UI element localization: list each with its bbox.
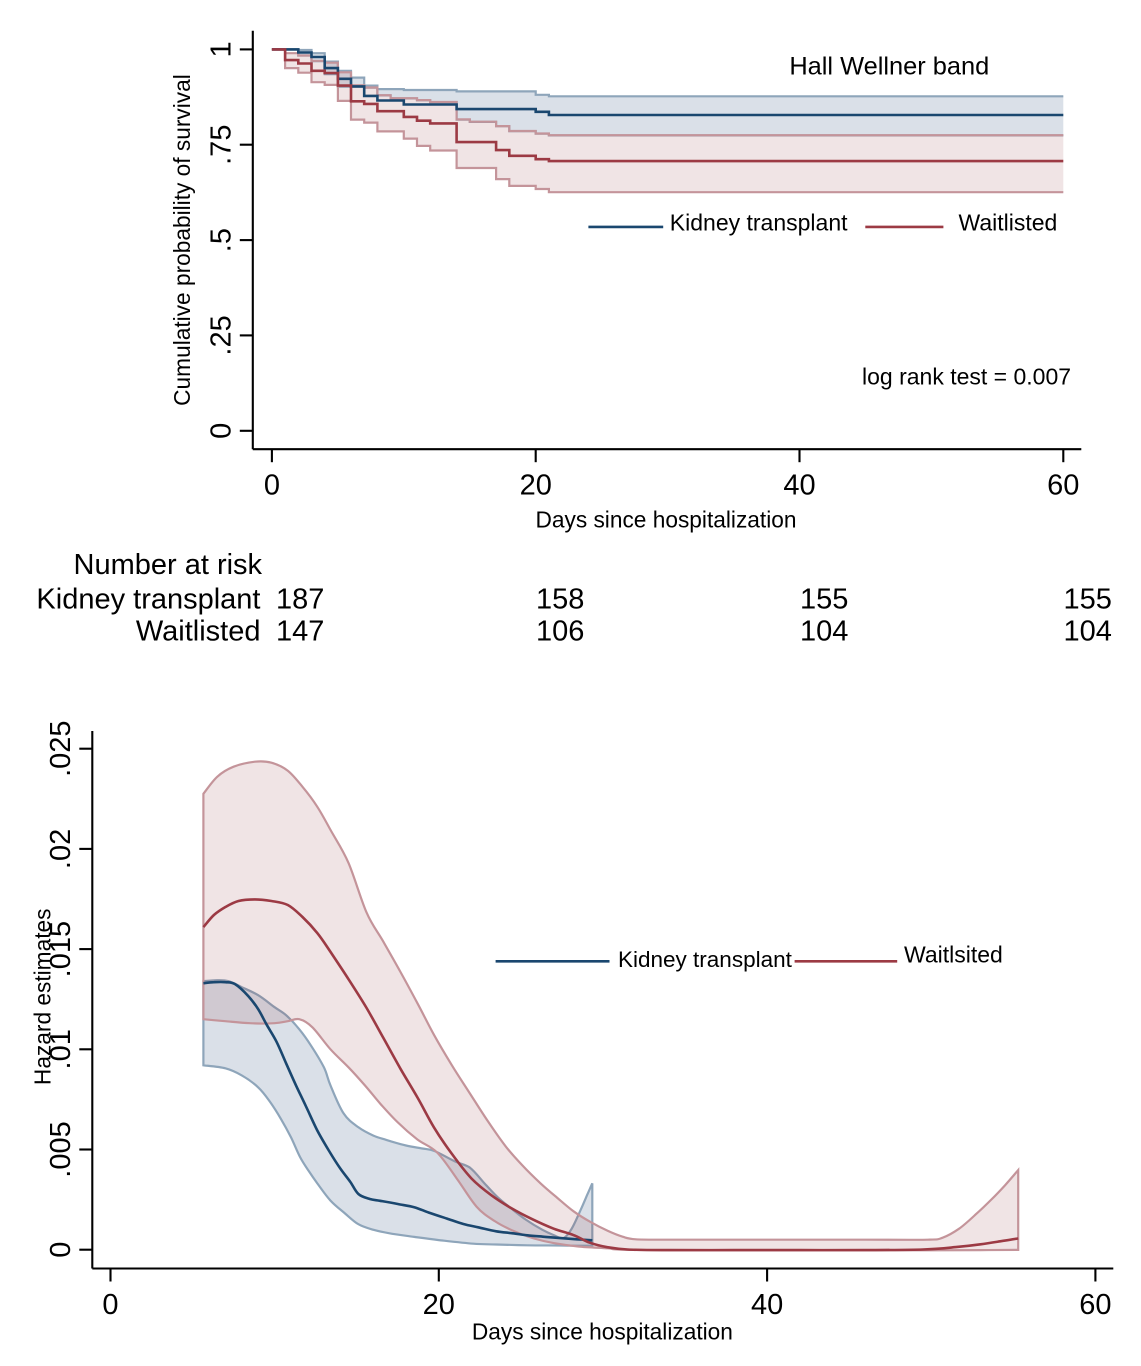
svg-text:.005: .005 xyxy=(45,1121,77,1177)
svg-text:.015: .015 xyxy=(45,921,77,977)
svg-text:0: 0 xyxy=(45,1242,77,1258)
svg-text:155: 155 xyxy=(800,583,848,615)
svg-text:Kidney transplant: Kidney transplant xyxy=(618,947,793,972)
svg-text:Waitlisted: Waitlisted xyxy=(136,616,261,648)
svg-text:Hall Wellner band: Hall Wellner band xyxy=(789,53,989,81)
svg-text:106: 106 xyxy=(536,616,584,648)
svg-text:Waitlsited: Waitlsited xyxy=(904,941,1003,967)
svg-text:Days since hospitalization: Days since hospitalization xyxy=(535,507,796,533)
svg-text:158: 158 xyxy=(536,583,584,615)
svg-text:187: 187 xyxy=(276,583,324,615)
svg-text:147: 147 xyxy=(276,616,324,648)
svg-text:104: 104 xyxy=(1064,616,1112,648)
svg-text:1: 1 xyxy=(206,41,238,57)
svg-text:Days since hospitalization: Days since hospitalization xyxy=(472,1318,733,1344)
svg-text:.25: .25 xyxy=(206,315,238,355)
svg-text:0: 0 xyxy=(264,470,280,502)
svg-text:Kidney transplant: Kidney transplant xyxy=(36,583,260,615)
svg-text:Number at risk: Number at risk xyxy=(74,549,263,581)
svg-text:Hazard estimates: Hazard estimates xyxy=(30,909,56,1086)
svg-text:60: 60 xyxy=(1079,1289,1111,1321)
svg-text:log rank test = 0.007: log rank test = 0.007 xyxy=(862,364,1071,390)
svg-text:60: 60 xyxy=(1047,470,1079,502)
svg-text:Cumulative probability of surv: Cumulative probability of survival xyxy=(169,74,195,406)
svg-text:.025: .025 xyxy=(45,720,77,776)
svg-text:.02: .02 xyxy=(45,829,77,869)
svg-text:40: 40 xyxy=(751,1289,783,1321)
svg-text:0: 0 xyxy=(206,423,238,439)
svg-text:.5: .5 xyxy=(206,228,238,252)
svg-text:0: 0 xyxy=(102,1289,118,1321)
svg-text:.01: .01 xyxy=(45,1029,77,1069)
svg-text:.75: .75 xyxy=(206,125,238,165)
svg-text:20: 20 xyxy=(520,470,552,502)
svg-text:40: 40 xyxy=(783,470,815,502)
svg-text:104: 104 xyxy=(800,616,848,648)
svg-text:155: 155 xyxy=(1064,583,1112,615)
svg-text:Kidney transplant: Kidney transplant xyxy=(670,210,848,236)
svg-text:Waitlisted: Waitlisted xyxy=(959,210,1058,236)
svg-text:20: 20 xyxy=(423,1289,455,1321)
